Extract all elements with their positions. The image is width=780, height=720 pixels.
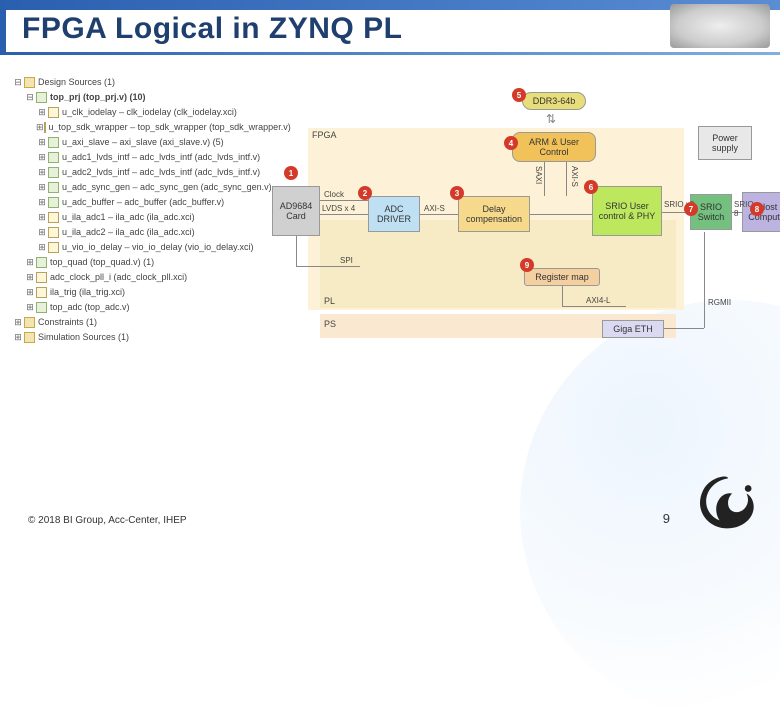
ddr-block: DDR3-64b <box>522 92 586 110</box>
num-2: 2 <box>358 186 372 200</box>
tree-item[interactable]: ⊞u_ila_adc2 – ila_adc (ila_adc.xci) <box>12 225 280 240</box>
conn-line <box>664 328 704 329</box>
axis-label: AXI-S <box>424 204 445 213</box>
saxi-label: SAXI <box>534 166 543 184</box>
num-3: 3 <box>450 186 464 200</box>
title-underline <box>0 52 780 55</box>
design-sources-tree: ⊟Design Sources (1) ⊟top_prj (top_prj.v)… <box>12 75 280 345</box>
pl-label: PL <box>324 296 335 306</box>
block-diagram: FPGA PL PS DDR3-64b ARM & User Control ⇅… <box>290 100 760 380</box>
tree-item[interactable]: ⊞u_adc2_lvds_intf – adc_lvds_intf (adc_l… <box>12 165 280 180</box>
rgmii-label: RGMII <box>708 298 731 307</box>
ddr-arrow-icon: ⇅ <box>546 112 556 126</box>
num-8: 8 <box>750 202 764 216</box>
conn-line <box>320 200 368 201</box>
num-4: 4 <box>504 136 518 150</box>
tree-sim[interactable]: ⊞Simulation Sources (1) <box>12 330 280 345</box>
header-decoration <box>670 4 770 48</box>
conn-line <box>296 236 297 266</box>
conn-line <box>530 214 592 215</box>
axil-label: AXI4-L <box>586 296 610 305</box>
axis-label: AXI-S <box>570 166 579 187</box>
ps-label: PS <box>324 319 336 329</box>
arm-block: ARM & User Control <box>512 132 596 162</box>
logo-swirl <box>686 470 770 534</box>
adc-driver-block: ADC DRIVER <box>368 196 420 232</box>
tree-item[interactable]: ⊞u_vio_io_delay – vio_io_delay (vio_io_d… <box>12 240 280 255</box>
tree-item[interactable]: ⊞u_adc_buffer – adc_buffer (adc_buffer.v… <box>12 195 280 210</box>
page-title: FPGA Logical in ZYNQ PL <box>22 12 402 46</box>
tree-item[interactable]: ⊞top_adc (top_adc.v) <box>12 300 280 315</box>
tree-item[interactable]: ⊞adc_clock_pll_i (adc_clock_pll.xci) <box>12 270 280 285</box>
footer-copyright: © 2018 BI Group, Acc-Center, IHEP <box>28 515 187 526</box>
num-1: 1 <box>284 166 298 180</box>
conn-line <box>566 162 567 196</box>
page-number: 9 <box>663 511 670 526</box>
num-7: 7 <box>684 202 698 216</box>
clock-label: Clock <box>324 190 344 199</box>
srio-ctrl-block: SRIO User control & PHY <box>592 186 662 236</box>
tree-root[interactable]: ⊟Design Sources (1) <box>12 75 280 90</box>
tree-item[interactable]: ⊞u_axi_slave – axi_slave (axi_slave.v) (… <box>12 135 280 150</box>
tree-item[interactable]: ⊞u_top_sdk_wrapper – top_sdk_wrapper (to… <box>12 120 280 135</box>
conn-line <box>296 266 360 267</box>
conn-line <box>320 214 368 215</box>
eth-block: Giga ETH <box>602 320 664 338</box>
tree-item[interactable]: ⊞u_clk_iodelay – clk_iodelay (clk_iodela… <box>12 105 280 120</box>
delay-block: Delay compensation <box>458 196 530 232</box>
conn-line <box>544 162 545 196</box>
num-9: 9 <box>520 258 534 272</box>
fpga-label: FPGA <box>312 130 337 140</box>
power-block: Power supply <box>698 126 752 160</box>
swirl-icon <box>686 470 770 537</box>
lvds-label: LVDS x 4 <box>322 204 355 213</box>
tree-top[interactable]: ⊟top_prj (top_prj.v) (10) <box>12 90 280 105</box>
tree-item[interactable]: ⊞ila_trig (ila_trig.xci) <box>12 285 280 300</box>
register-map-block: Register map <box>524 268 600 286</box>
tree-item[interactable]: ⊞top_quad (top_quad.v) (1) <box>12 255 280 270</box>
conn-line <box>420 214 458 215</box>
conn-line <box>562 306 626 307</box>
top-bar <box>0 0 780 10</box>
conn-line <box>562 286 563 306</box>
tree-item[interactable]: ⊞u_adc_sync_gen – adc_sync_gen (adc_sync… <box>12 180 280 195</box>
corner-accent <box>0 0 6 52</box>
adc-card-block: AD9684 Card <box>272 186 320 236</box>
tree-constraints[interactable]: ⊞Constraints (1) <box>12 315 280 330</box>
spi-label: SPI <box>340 256 353 265</box>
num-6: 6 <box>584 180 598 194</box>
num-5: 5 <box>512 88 526 102</box>
tree-item[interactable]: ⊞u_adc1_lvds_intf – adc_lvds_intf (adc_l… <box>12 150 280 165</box>
tree-item[interactable]: ⊞u_ila_adc1 – ila_adc (ila_adc.xci) <box>12 210 280 225</box>
conn-line <box>704 232 705 328</box>
